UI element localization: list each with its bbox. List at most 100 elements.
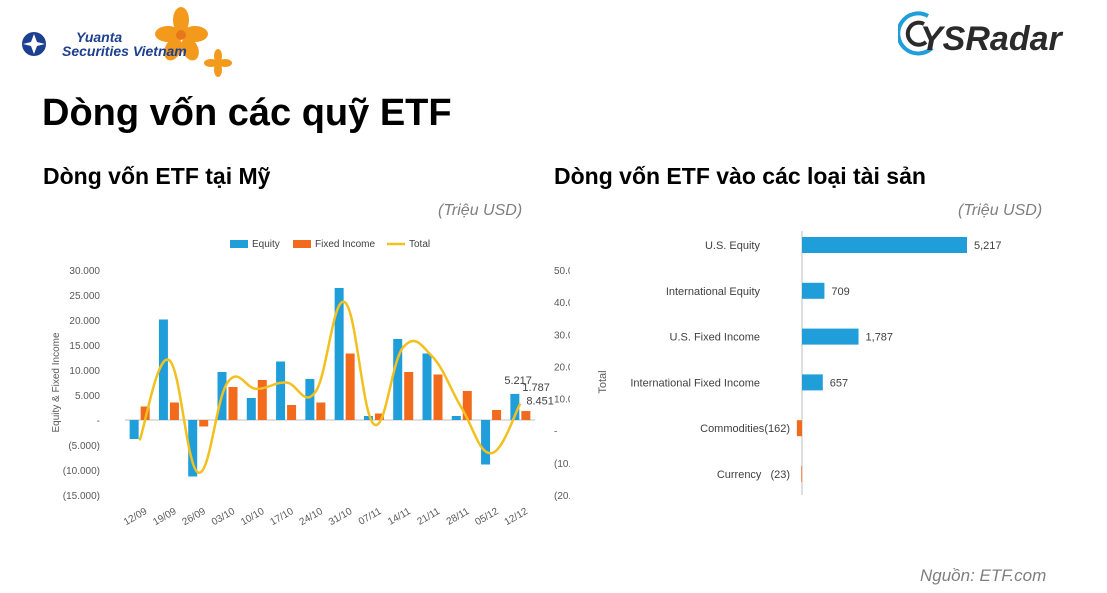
fixed-income-bar bbox=[316, 402, 326, 420]
y-left-tick-label: 25.000 bbox=[69, 291, 100, 302]
legend-swatch-fixed-income bbox=[293, 240, 311, 248]
y-right-tick-label: 30.000 bbox=[554, 330, 570, 341]
y-left-tick-label: 30.000 bbox=[69, 266, 100, 277]
ysradar-logo: YSRadar bbox=[896, 10, 1103, 60]
value-label: 1,787 bbox=[866, 332, 894, 344]
category-name: Currency bbox=[717, 469, 762, 481]
x-tick-label: 07/11 bbox=[357, 506, 384, 528]
y-left-tick-label: 15.000 bbox=[69, 341, 100, 352]
us-etf-flow-title: Dòng vốn ETF tại Mỹ bbox=[43, 163, 271, 189]
asset-class-flow-title: Dòng vốn ETF vào các loại tài sản bbox=[554, 163, 926, 189]
fixed-income-bar bbox=[199, 420, 209, 427]
value-label: (162) bbox=[764, 423, 790, 435]
y-left-tick-label: (10.000) bbox=[63, 466, 100, 477]
fixed-income-bar bbox=[374, 413, 384, 420]
legend-label-fixed-income: Fixed Income bbox=[315, 239, 375, 250]
asset-bar bbox=[802, 328, 859, 345]
x-tick-label: 12/09 bbox=[122, 506, 150, 528]
yuanta-logo: Yuanta Securities Vietnam bbox=[18, 4, 248, 82]
radar-icon bbox=[896, 11, 934, 56]
y-right-tick-label: 20.000 bbox=[554, 362, 570, 373]
fixed-income-bar bbox=[169, 402, 179, 420]
x-tick-label: 24/10 bbox=[298, 506, 326, 528]
fixed-income-bar bbox=[345, 353, 355, 420]
legend-label-equity: Equity bbox=[252, 239, 280, 250]
y-right-tick-label: (20.000) bbox=[554, 491, 570, 502]
y-left-tick-label: - bbox=[97, 416, 100, 427]
equity-bar bbox=[422, 353, 432, 420]
equity-bar bbox=[276, 361, 286, 420]
asset-bar bbox=[801, 466, 803, 482]
x-tick-label: 19/09 bbox=[151, 506, 179, 528]
equity-bar bbox=[451, 416, 461, 420]
legend-swatch-equity bbox=[230, 240, 248, 248]
value-label: 657 bbox=[830, 377, 848, 389]
us-etf-flow-chart: Equity Fixed Income Total 30.000 25.000 20.00… bbox=[51, 239, 570, 528]
y-left-tick-label: (5.000) bbox=[68, 441, 100, 452]
equity-bar bbox=[393, 339, 403, 420]
equity-bar bbox=[363, 416, 373, 420]
x-tick-label: 31/10 bbox=[327, 506, 355, 528]
x-tick-label: 28/11 bbox=[445, 506, 472, 528]
brand-left-line1: Yuanta bbox=[76, 29, 122, 45]
x-tick-label: 17/10 bbox=[268, 506, 296, 528]
category-name: Commodities bbox=[700, 423, 765, 435]
value-label: 709 bbox=[831, 286, 849, 298]
data-label-equity: 5.217 bbox=[504, 375, 532, 387]
category-label: International Equity bbox=[666, 286, 761, 298]
fixed-income-bar bbox=[462, 391, 472, 420]
axis-title: Total bbox=[597, 370, 609, 393]
brand-right: YSRadar bbox=[920, 20, 1063, 58]
fixed-income-bar bbox=[521, 411, 531, 420]
fixed-income-bar bbox=[492, 410, 502, 420]
equity-bar bbox=[188, 420, 198, 477]
y-right-tick-label: 10.000 bbox=[554, 395, 570, 406]
total-line bbox=[138, 300, 522, 474]
category-label: Commodities(162) bbox=[700, 423, 790, 435]
asset-bar bbox=[802, 282, 825, 299]
fixed-income-bar bbox=[433, 374, 443, 420]
data-label-total: 8.451 bbox=[526, 396, 554, 408]
equity-bar bbox=[129, 420, 139, 439]
fixed-income-bar bbox=[287, 405, 297, 420]
y-right-tick-label: (10.000) bbox=[554, 459, 570, 470]
source-note: Nguồn: ETF.com bbox=[920, 566, 1047, 585]
value-label: (23) bbox=[770, 469, 790, 481]
fixed-income-bar bbox=[140, 406, 150, 420]
x-tick-label: 26/09 bbox=[181, 506, 209, 528]
category-label: International Fixed Income bbox=[630, 377, 760, 389]
y-left-tick-label: 5.000 bbox=[75, 391, 100, 402]
y-right-tick-label: 40.000 bbox=[554, 298, 570, 309]
x-tick-label: 21/11 bbox=[415, 506, 442, 528]
y-right-tick-label: - bbox=[554, 427, 557, 438]
fixed-income-bar bbox=[404, 372, 414, 420]
legend: Equity Fixed Income Total bbox=[230, 239, 430, 250]
y-left-axis-title: Equity & Fixed Income bbox=[51, 332, 62, 432]
equity-bar bbox=[158, 319, 168, 420]
y-left-tick-label: (15.000) bbox=[63, 491, 100, 502]
asset-bar bbox=[796, 420, 802, 437]
category-label: U.S. Fixed Income bbox=[670, 332, 760, 344]
x-tick-label: 05/12 bbox=[473, 506, 501, 528]
value-label: 5,217 bbox=[974, 240, 1002, 252]
asset-class-flow-chart: Total U.S. Equity 5,217 International Equit… bbox=[597, 231, 1002, 495]
equity-bar bbox=[334, 288, 344, 420]
asset-bar bbox=[802, 374, 823, 391]
category-label: Currency (23) bbox=[717, 469, 790, 481]
legend-label-total: Total bbox=[409, 239, 430, 250]
data-label-fixed-income: 1.787 bbox=[522, 382, 550, 394]
fixed-income-bar bbox=[228, 387, 238, 420]
page-title: Dòng vốn các quỹ ETF bbox=[42, 92, 452, 134]
flower-icon bbox=[155, 7, 232, 77]
asset-bar bbox=[802, 237, 967, 253]
equity-bar bbox=[510, 393, 520, 420]
category-label: U.S. Equity bbox=[705, 240, 761, 252]
y-left-tick-label: 10.000 bbox=[69, 366, 100, 377]
y-left-tick-label: 20.000 bbox=[69, 316, 100, 327]
left-unit-label: (Triệu USD) bbox=[438, 202, 523, 219]
y-right-tick-label: 50.000 bbox=[554, 266, 570, 277]
equity-bar bbox=[305, 379, 315, 420]
equity-bar bbox=[481, 420, 491, 465]
brand-left-line2: Securities Vietnam bbox=[62, 43, 187, 59]
x-tick-label: 03/10 bbox=[210, 506, 238, 528]
